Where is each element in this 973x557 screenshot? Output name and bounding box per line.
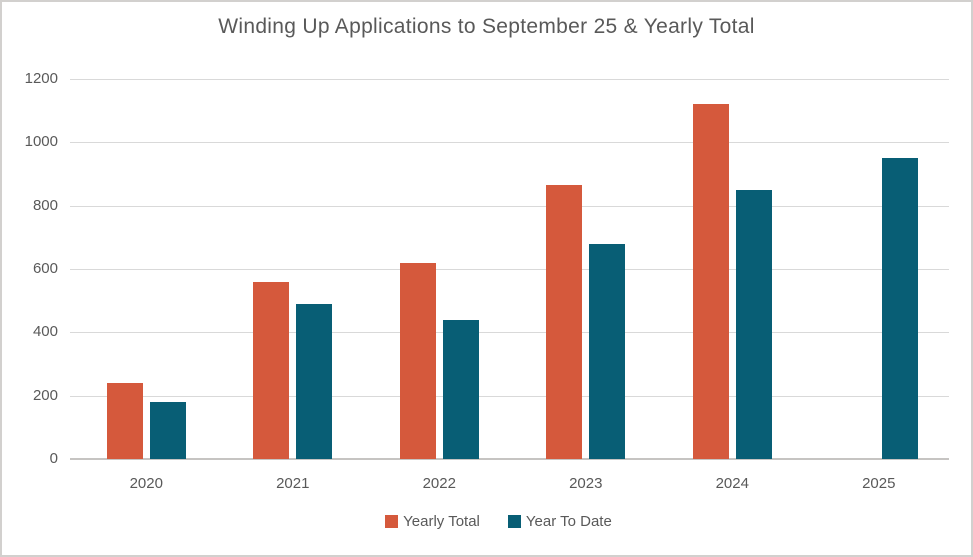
- bar-year-to-date-2021: [296, 303, 333, 459]
- x-axis-label: 2023: [569, 475, 603, 492]
- legend: Yearly Total Year To Date: [14, 513, 971, 530]
- legend-item-yearly-total: Yearly Total: [385, 513, 480, 530]
- legend-swatch-year-to-date: [507, 515, 521, 528]
- bar-year-to-date-2025: [882, 158, 919, 459]
- bar-year-to-date-2022: [442, 319, 479, 459]
- gridline: [70, 395, 949, 397]
- bar-yearly-total-2020: [106, 383, 143, 459]
- gridline: [70, 332, 949, 334]
- y-axis-label: 0: [49, 450, 58, 467]
- y-axis-label: 600: [32, 260, 58, 277]
- y-axis-label: 1000: [24, 133, 58, 151]
- legend-label-yearly-total: Yearly Total: [403, 513, 480, 530]
- chart-title: Winding Up Applications to September 25 …: [218, 15, 755, 38]
- x-axis-label: 2025: [862, 475, 896, 492]
- y-axis-label: 400: [32, 323, 58, 341]
- gridline: [70, 269, 949, 270]
- gridline: [70, 142, 949, 144]
- y-axis-label: 200: [32, 386, 58, 404]
- bar-yearly-total-2024: [692, 104, 729, 459]
- bar-year-to-date-2020: [149, 402, 186, 459]
- x-axis-label: 2020: [129, 475, 163, 492]
- bar-yearly-total-2023: [546, 185, 583, 459]
- bar-year-to-date-2024: [735, 189, 772, 459]
- bar-yearly-total-2021: [253, 281, 290, 459]
- bar-yearly-total-2022: [399, 262, 436, 459]
- y-axis-label: 1200: [24, 70, 58, 87]
- legend-label-year-to-date: Year To Date: [525, 513, 612, 530]
- x-axis-label: 2022: [422, 475, 456, 492]
- gridline: [70, 205, 949, 207]
- legend-swatch-yearly-total: [385, 515, 399, 528]
- y-axis-label: 800: [32, 196, 58, 214]
- x-axis-label: 2024: [715, 475, 749, 492]
- gridline: [70, 79, 949, 80]
- bar-year-to-date-2023: [589, 243, 626, 459]
- x-axis-label: 2021: [276, 475, 310, 492]
- legend-item-year-to-date: Year To Date: [507, 513, 612, 530]
- x-axis-line: [70, 458, 949, 460]
